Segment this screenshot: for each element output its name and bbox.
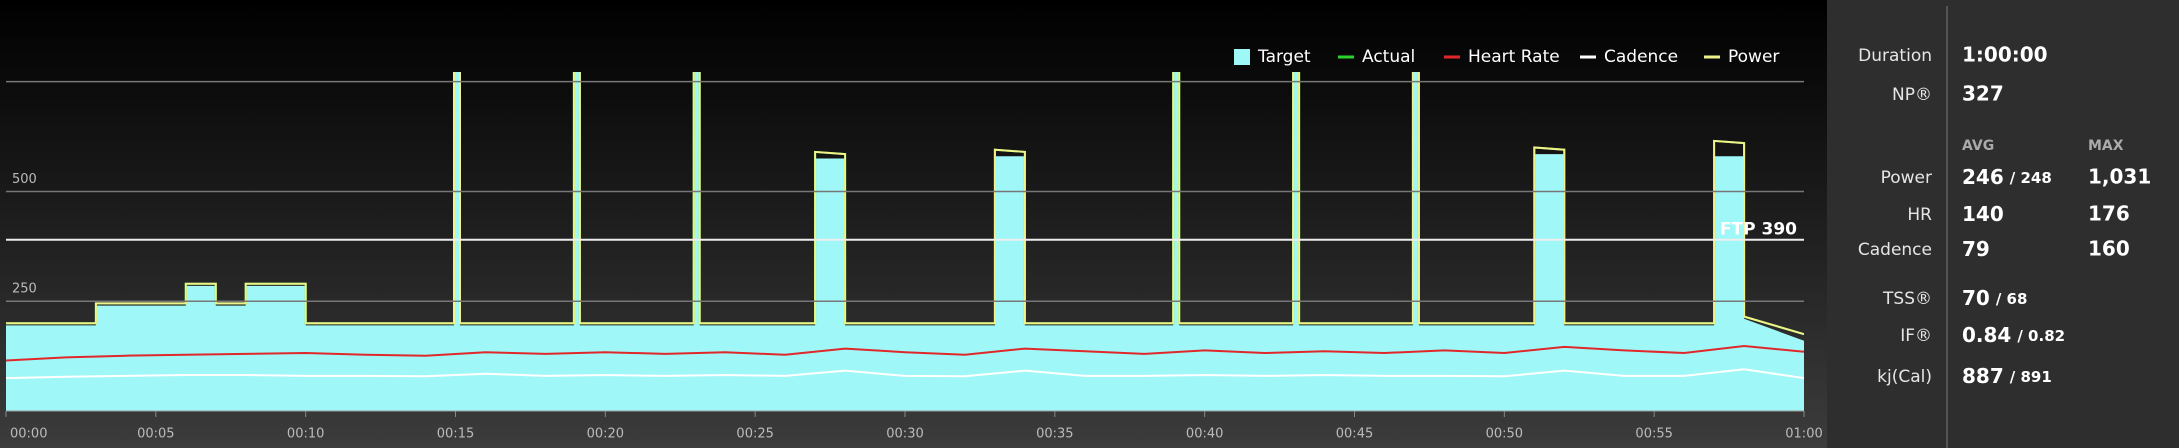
stat-label: NP®: [1892, 85, 1932, 105]
series-line: [6, 72, 1804, 336]
stat-value: 887 / 891: [1962, 364, 2052, 388]
stat-avg: 79: [1962, 237, 1990, 261]
x-tick-label: 00:40: [1186, 427, 1223, 442]
x-tick-label: 00:00: [10, 427, 47, 442]
stat-label: kj(Cal): [1877, 367, 1932, 387]
legend-label: Power: [1728, 47, 1779, 67]
legend-swatch: [1234, 49, 1250, 65]
legend-label: Cadence: [1604, 47, 1678, 67]
legend-label: Heart Rate: [1468, 47, 1560, 67]
x-tick-label: 00:35: [1036, 427, 1073, 442]
x-tick-label: 00:25: [736, 427, 773, 442]
x-tick-label: 00:05: [137, 427, 174, 442]
legend-label: Target: [1257, 47, 1311, 67]
stat-value: 327: [1962, 82, 2004, 106]
stat-label: Cadence: [1858, 240, 1932, 260]
stat-value: 140: [1962, 202, 2004, 226]
x-tick-label: 00:45: [1336, 427, 1373, 442]
stat-main: 70: [1962, 286, 1990, 310]
y-tick-label: 250: [12, 282, 37, 297]
stat-value: 70 / 68: [1962, 286, 2027, 310]
stat-label: HR: [1907, 205, 1932, 225]
ftp-label: FTP 390: [1720, 220, 1797, 240]
stat-max: 176: [2088, 202, 2130, 226]
stat-sub: / 0.82: [2017, 327, 2065, 345]
stat-avg-sub: / 248: [2010, 169, 2052, 187]
stat-header: MAX: [2088, 138, 2124, 154]
stat-main: 887: [1962, 364, 2004, 388]
stats-panel: [1827, 0, 2179, 448]
stat-header: AVG: [1962, 138, 1994, 154]
x-tick-label: 00:30: [886, 427, 923, 442]
x-tick-label: 01:00: [1785, 427, 1822, 442]
stat-label: Duration: [1858, 46, 1932, 66]
target-area: [6, 72, 1804, 411]
series-line: [6, 344, 1804, 362]
stat-avg: 140: [1962, 202, 2004, 226]
stat-max: 160: [2088, 237, 2130, 261]
plot: [6, 72, 1804, 411]
legend-label: Actual: [1362, 47, 1415, 67]
stat-main: 0.84: [1962, 323, 2011, 347]
stat-label: IF®: [1900, 326, 1932, 346]
stat-value: 246 / 248: [1962, 165, 2052, 189]
stat-value: 79: [1962, 237, 1990, 261]
y-tick-label: 500: [12, 172, 37, 187]
x-tick-label: 00:50: [1486, 427, 1523, 442]
stat-label: TSS®: [1882, 289, 1932, 309]
stat-value: 0.84 / 0.82: [1962, 323, 2065, 347]
x-tick-label: 00:20: [587, 427, 624, 442]
stat-label: Power: [1881, 168, 1932, 188]
stat-sub: / 68: [1996, 290, 2028, 308]
x-tick-label: 00:55: [1635, 427, 1672, 442]
stat-max: 1,031: [2088, 165, 2151, 189]
x-tick-label: 00:10: [287, 427, 324, 442]
series-line: [6, 368, 1804, 380]
stat-sub: / 891: [2010, 368, 2052, 386]
x-tick-label: 00:15: [437, 427, 474, 442]
stat-value: 1:00:00: [1962, 43, 2048, 67]
stat-avg: 246: [1962, 165, 2004, 189]
